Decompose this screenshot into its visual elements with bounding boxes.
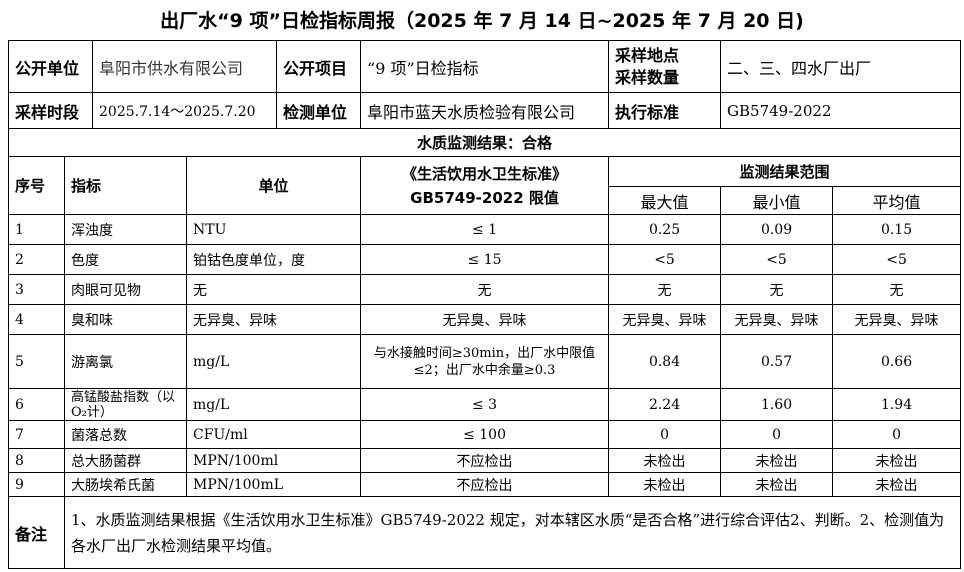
cell-min: 1.60 [720, 388, 834, 421]
cell-unit: 无异臭、异味 [186, 304, 362, 335]
cell-avg: <5 [832, 244, 962, 275]
cell-max: 无 [608, 274, 722, 305]
cell-max: 0.25 [608, 214, 722, 245]
unit-value: 阜阳市供水有限公司 [92, 40, 278, 93]
cell-max: 未检出 [608, 472, 722, 497]
std-value: GB5749-2022 [720, 92, 962, 129]
cell-item: 色度 [63, 244, 188, 275]
header-avg: 平均值 [832, 186, 962, 215]
time-label: 采样时段 [7, 92, 94, 129]
cell-unit: MPN/100mL [186, 472, 362, 497]
cell-max: 未检出 [608, 448, 722, 473]
header-unit: 单位 [186, 156, 362, 215]
cell-min: 0.09 [720, 214, 834, 245]
time-value: 2025.7.14～2025.7.20 [92, 92, 278, 129]
cell-limit: 无 [360, 274, 610, 305]
cell-item: 浑浊度 [63, 214, 188, 245]
report-title: 出厂水“9 项”日检指标周报（2025 年 7 月 14 日~2025 年 7 … [160, 10, 804, 32]
cell-limit: ≤ 3 [360, 388, 610, 421]
cell-avg: 0.66 [832, 334, 962, 389]
cell-max: 0.84 [608, 334, 722, 389]
header-item: 指标 [63, 156, 188, 215]
test-value: 阜阳市蓝天水质检验有限公司 [360, 92, 610, 129]
cell-min: 无异臭、异味 [720, 304, 834, 335]
cell-unit: CFU/ml [186, 420, 362, 449]
cell-limit: 无异臭、异味 [360, 304, 610, 335]
cell-item: 高锰酸盐指数（以O₂计） [63, 388, 188, 421]
cell-avg: 未检出 [832, 448, 962, 473]
table-row: 8 总大肠菌群 MPN/100ml 不应检出 未检出 未检出 未检出 [8, 448, 962, 473]
cell-avg: 无异臭、异味 [832, 304, 962, 335]
cell-min: 未检出 [720, 472, 834, 497]
result-line: 水质监测结果：合格 [7, 128, 962, 157]
header-range: 监测结果范围 [608, 156, 962, 187]
cell-no: 5 [8, 334, 65, 389]
project-label: 公开项目 [276, 40, 362, 93]
cell-no: 1 [8, 214, 65, 245]
unit-label: 公开单位 [7, 40, 94, 93]
cell-avg: 0 [832, 420, 962, 449]
project-value: “9 项”日检指标 [360, 40, 610, 93]
site-value: 二、三、四水厂出厂 [720, 40, 962, 93]
header-min: 最小值 [720, 186, 834, 215]
cell-avg: 无 [832, 274, 962, 305]
header-limit: 《生活饮用水卫生标准》 GB5749-2022 限值 [360, 156, 610, 215]
table-row: 5 游离氯 mg/L 与水接触时间≥30min，出厂水中限值≤2；出厂水中余量≥0.3… [8, 334, 962, 389]
cell-unit: 铂钴色度单位，度 [186, 244, 362, 275]
cell-unit: mg/L [186, 388, 362, 421]
table-row: 1 浑浊度 NTU ≤ 1 0.25 0.09 0.15 [8, 214, 962, 245]
cell-min: 0 [720, 420, 834, 449]
cell-unit: NTU [186, 214, 362, 245]
cell-limit: 不应检出 [360, 448, 610, 473]
cell-limit: ≤ 15 [360, 244, 610, 275]
cell-no: 7 [8, 420, 65, 449]
cell-item: 菌落总数 [63, 420, 188, 449]
cell-no: 3 [8, 274, 65, 305]
cell-limit: 与水接触时间≥30min，出厂水中限值≤2；出厂水中余量≥0.3 [360, 334, 610, 389]
cell-item: 臭和味 [63, 304, 188, 335]
table-row: 2 色度 铂钴色度单位，度 ≤ 15 <5 <5 <5 [8, 244, 962, 275]
cell-unit: MPN/100ml [186, 448, 362, 473]
cell-limit: ≤ 100 [360, 420, 610, 449]
cell-limit: ≤ 1 [360, 214, 610, 245]
cell-no: 8 [8, 448, 65, 473]
cell-avg: 未检出 [832, 472, 962, 497]
table-row: 6 高锰酸盐指数（以O₂计） mg/L ≤ 3 2.24 1.60 1.94 [8, 388, 962, 421]
table-row: 7 菌落总数 CFU/ml ≤ 100 0 0 0 [8, 420, 962, 449]
cell-no: 9 [8, 472, 65, 497]
cell-avg: 0.15 [832, 214, 962, 245]
cell-max: 0 [608, 420, 722, 449]
table-row: 9 大肠埃希氏菌 MPN/100mL 不应检出 未检出 未检出 未检出 [8, 472, 962, 497]
cell-unit: 无 [186, 274, 362, 305]
cell-max: <5 [608, 244, 722, 275]
cell-max: 2.24 [608, 388, 722, 421]
table-row: 3 肉眼可见物无无无无无 [8, 274, 962, 305]
report-table: 公开单位 阜阳市供水有限公司 公开项目 “9 项”日检指标 采样地点 采样数量 … [7, 40, 962, 569]
cell-min: <5 [720, 244, 834, 275]
cell-limit: 不应检出 [360, 472, 610, 497]
std-label: 执行标准 [608, 92, 722, 129]
table-row: 4 臭和味 无异臭、异味 无异臭、异味 无异臭、异味 无异臭、异味 无异臭、异味 [8, 304, 962, 335]
cell-max: 无异臭、异味 [608, 304, 722, 335]
site-label: 采样地点 采样数量 [608, 40, 722, 93]
cell-no: 2 [8, 244, 65, 275]
remark-label: 备注 [8, 496, 65, 569]
cell-avg: 1.94 [832, 388, 962, 421]
cell-item: 大肠埃希氏菌 [63, 472, 188, 497]
cell-no: 4 [8, 304, 65, 335]
cell-min: 未检出 [720, 448, 834, 473]
header-no: 序号 [8, 156, 65, 215]
cell-item: 总大肠菌群 [63, 448, 188, 473]
remark-text: 1、水质监测结果根据《生活饮用水卫生标准》GB5749-2022 规定，对本辖区… [63, 496, 962, 569]
header-max: 最大值 [608, 186, 722, 215]
cell-no: 6 [8, 388, 65, 421]
cell-item: 游离氯 [63, 334, 188, 389]
cell-unit: mg/L [186, 334, 362, 389]
cell-item: 肉眼可见物 [63, 274, 188, 305]
cell-min: 无 [720, 274, 834, 305]
cell-min: 0.57 [720, 334, 834, 389]
test-label: 检测单位 [276, 92, 362, 129]
